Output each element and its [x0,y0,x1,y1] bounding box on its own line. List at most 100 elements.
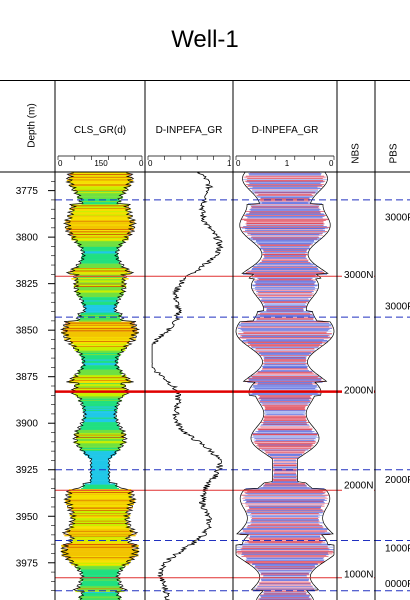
gr-band [74,441,126,443]
gr-band [82,301,118,303]
gr-band [71,505,129,508]
gr-band [77,383,123,385]
gr-band [82,423,118,425]
gr-band [75,395,125,397]
gr-band [67,529,133,531]
gr-band [80,199,120,202]
gr-band [69,217,131,220]
chart-title: Well-1 [171,26,239,53]
gr-band [83,418,117,421]
gr-band [81,366,119,368]
gr-band [90,479,110,481]
gr-band [69,496,131,499]
gr-band [67,321,133,323]
gr-band [85,414,115,416]
gr-band [74,188,126,191]
gr-band [81,258,119,260]
gr-band [69,232,131,234]
gr-band [74,537,126,539]
gr-band [69,381,131,384]
gr-band [70,541,130,543]
depth-tick-label: 3875 [16,372,39,383]
gr-band [80,584,119,586]
gr-band [61,544,139,547]
gr-band [77,568,124,570]
gr-band [83,362,117,365]
gr-band [82,202,118,204]
gr-band [74,186,126,188]
gr-band [91,461,109,463]
gr-band [82,422,118,424]
gr-band [80,569,120,571]
gr-band [90,465,110,467]
inpefa-outline-left [235,171,273,600]
gr-band [80,400,120,403]
gr-band [67,223,133,225]
gr-band [74,376,126,378]
gr-band [74,388,126,390]
gr-band [69,542,131,545]
gr-band [85,308,115,310]
gr-band [78,396,122,398]
gr-band [65,500,135,502]
gr-band [81,405,119,407]
gr-band [85,307,115,309]
gr-band [77,244,123,246]
pbs-label-bg [383,299,410,313]
gr-band [68,498,132,500]
gr-band [83,413,117,415]
gr-band [85,310,115,312]
gr-band [78,586,122,588]
depth-tick-label: 3800 [16,233,39,244]
gr-band [73,346,127,348]
gr-band [76,196,124,198]
gr-band [64,499,136,501]
gr-band [82,247,118,250]
gr-band [72,211,128,213]
gr-band [60,550,140,552]
gr-band [82,249,118,251]
gr-band [74,521,126,523]
gr-band [67,493,133,495]
gr-band [91,466,109,469]
gr-band [75,291,125,293]
nbs-label-bg [342,268,374,282]
gr-band [73,234,127,236]
gr-band [83,452,117,454]
gr-band [79,446,121,449]
gr-band [70,212,130,214]
gr-band [70,230,130,232]
gr-band [68,380,132,383]
gr-band [72,513,128,516]
gr-band [77,350,123,352]
track2-scale-right: 1 [227,159,232,168]
title-box: Well-1 [0,0,410,81]
gr-band [82,303,118,306]
gr-band [66,558,134,560]
gr-band [65,501,136,503]
gr-band [68,326,132,328]
depth-tick-label: 3850 [16,326,39,337]
gr-band [70,495,130,498]
gr-band [69,527,131,529]
gr-band [81,297,119,299]
gr-band [76,436,124,438]
gr-band [72,518,128,520]
gr-band [68,180,132,183]
gr-band [81,450,119,452]
gr-band [75,384,125,386]
gr-band [81,203,119,205]
gr-band [65,328,135,330]
gr-band [82,486,118,489]
gr-band [78,443,122,445]
gr-band [76,266,124,269]
gr-band [79,201,121,203]
gr-band [90,472,110,474]
gr-band [68,494,132,497]
gr-band [77,386,123,388]
nbs-label: 1000N [344,570,373,581]
pbs-label-bg [383,472,410,486]
gr-band [66,547,134,549]
nbs-label: 2000N [344,385,373,396]
